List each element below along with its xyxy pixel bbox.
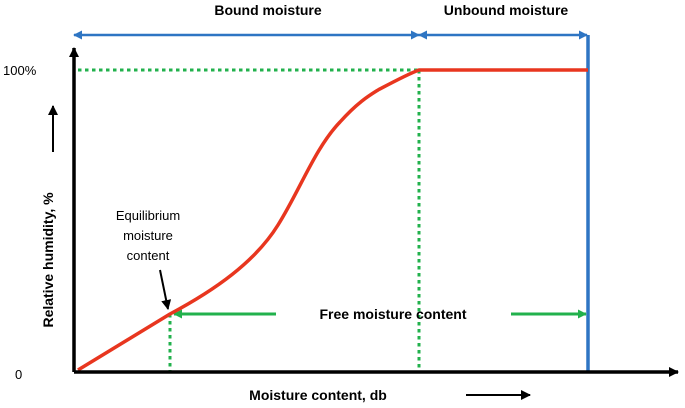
unbound-moisture-label: Unbound moisture [444, 2, 569, 18]
bound-moisture-label: Bound moisture [214, 2, 322, 18]
emc-pointer-arrow [159, 269, 172, 310]
y-tick-100: 100% [3, 63, 37, 78]
y-tick-0: 0 [15, 367, 22, 382]
emc-label-line3: content [127, 248, 170, 263]
x-axis-label: Moisture content, db [249, 387, 387, 403]
emc-label-line2: moisture [123, 228, 173, 243]
emc-label-line1: Equilibrium [116, 208, 180, 223]
sorption-isotherm-curve [77, 68, 588, 372]
free-moisture-label: Free moisture content [319, 306, 466, 322]
y-axis-label: Relative humidity, % [40, 192, 56, 328]
